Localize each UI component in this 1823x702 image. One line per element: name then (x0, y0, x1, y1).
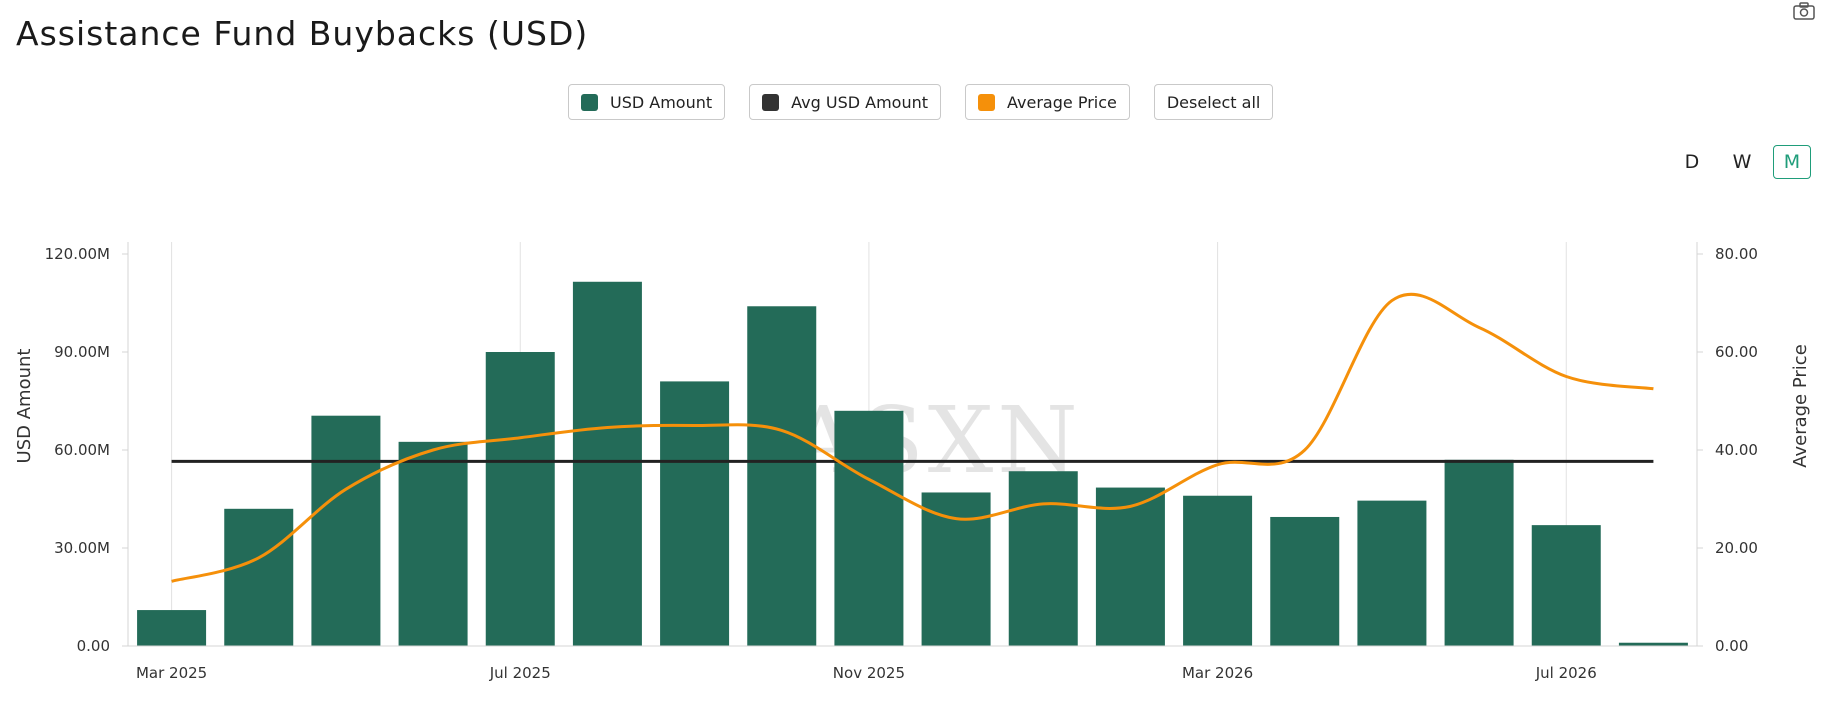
bar (1444, 459, 1514, 646)
bar (660, 381, 730, 646)
period-day-button[interactable]: D (1684, 151, 1700, 173)
y-left-tick-label: 90.00M (54, 343, 110, 361)
bar (747, 306, 817, 646)
y-left-axis-title: USD Amount (14, 349, 35, 464)
y-left-tick-label: 30.00M (54, 539, 110, 557)
period-month-button[interactable]: M (1773, 145, 1811, 179)
camera-icon[interactable] (1793, 2, 1815, 20)
legend-usd-amount-button[interactable]: USD Amount (568, 84, 726, 120)
x-tick-label: Mar 2025 (136, 664, 207, 682)
y-right-tick-label: 40.00 (1715, 441, 1758, 459)
bar (1008, 471, 1078, 646)
average-price-swatch (978, 93, 996, 111)
bar (311, 415, 381, 646)
bar (921, 492, 991, 646)
period-week-button[interactable]: W (1732, 151, 1752, 173)
legend-average-price-button[interactable]: Average Price (965, 84, 1130, 120)
chart-title: Assistance Fund Buybacks (USD) (16, 14, 589, 53)
y-right-tick-label: 60.00 (1715, 343, 1758, 361)
legend-label: Avg USD Amount (791, 92, 929, 112)
legend-label: USD Amount (610, 92, 713, 112)
usd-amount-swatch (581, 93, 598, 111)
period-selector: D W M (1673, 145, 1811, 179)
x-tick-label: Jul 2026 (1535, 664, 1597, 682)
y-right-tick-label: 80.00 (1715, 245, 1758, 263)
bar (1183, 495, 1253, 646)
legend-label: Average Price (1007, 92, 1117, 112)
bar (137, 610, 207, 646)
y-left-tick-label: 120.00M (45, 245, 110, 263)
bar (1095, 487, 1165, 646)
x-tick-label: Nov 2025 (833, 664, 905, 682)
average-price-line (171, 292, 1654, 583)
legend-avg-usd-amount-button[interactable]: Avg USD Amount (749, 84, 942, 120)
y-right-axis-title: Average Price (1790, 344, 1811, 468)
bar (398, 441, 468, 646)
x-tick-label: Mar 2026 (1182, 664, 1253, 682)
bar (1357, 500, 1427, 646)
bar (1531, 525, 1601, 646)
deselect-all-button[interactable]: Deselect all (1153, 84, 1274, 120)
y-right-tick-label: 20.00 (1715, 539, 1758, 557)
bar (1618, 642, 1688, 646)
avg-usd-amount-swatch (762, 93, 780, 111)
axes-layer: Mar 2025 Jul 2025 Nov 2025 Mar 2026 Jul 2026… (14, 242, 1811, 682)
y-left-tick-label: 0.00 (77, 637, 110, 655)
bar (1270, 516, 1340, 646)
y-right-tick-label: 0.00 (1715, 637, 1748, 655)
bar (485, 352, 555, 646)
bars-layer (137, 281, 1688, 646)
bar (224, 508, 294, 646)
bar (572, 281, 642, 646)
bar (834, 410, 904, 646)
lines-layer (171, 292, 1654, 583)
x-tick-label: Jul 2025 (489, 664, 551, 682)
legend: USD Amount Avg USD Amount Average Price … (568, 84, 1274, 120)
deselect-all-label: Deselect all (1166, 92, 1261, 112)
y-left-tick-label: 60.00M (54, 441, 110, 459)
